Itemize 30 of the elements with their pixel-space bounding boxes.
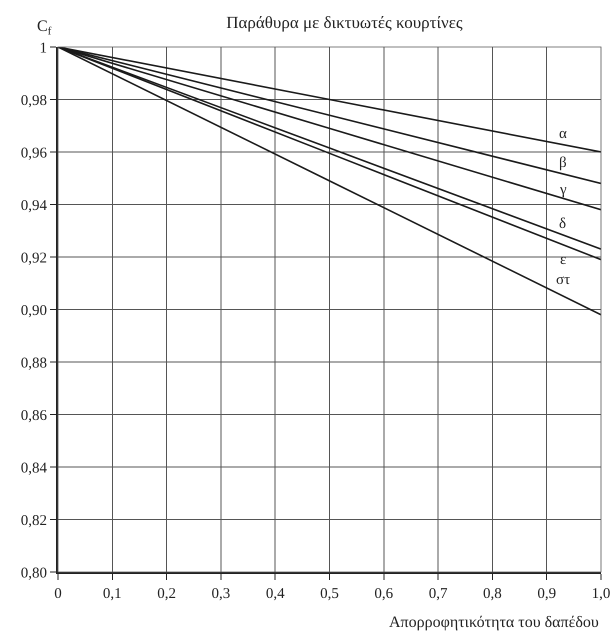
series-label: δ	[559, 216, 566, 232]
x-tick-label: 0,4	[266, 586, 286, 602]
y-tick-label: 0,92	[20, 250, 47, 266]
series-label: στ	[556, 272, 570, 288]
x-tick-label: 0,7	[428, 586, 448, 602]
y-tick-label: 0,96	[20, 145, 48, 162]
x-tick-label: 0,1	[102, 586, 122, 602]
y-tick-label: 0,88	[20, 355, 47, 372]
series-label: α	[559, 126, 567, 142]
x-tick-label: 0,9	[537, 586, 556, 602]
x-tick-label: 1,0	[592, 586, 610, 602]
y-axis-title: C$_{f}$	[37, 18, 52, 38]
x-tick-label: 0,2	[157, 586, 176, 602]
y-tick-label: 0,90	[20, 302, 47, 319]
y-tick-label: 0,84	[20, 460, 48, 476]
y-tick-label: 0,86	[20, 408, 48, 424]
y-tick-label: 0,98	[20, 92, 47, 109]
x-tick-label: 0	[54, 586, 62, 602]
series-label: β	[559, 155, 567, 171]
x-tick-label: 0,8	[483, 586, 502, 602]
y-tick-label: 0,80	[20, 565, 47, 582]
y-tick-label: 0,82	[20, 512, 47, 529]
x-axis-title: Απορροφητικότητα του δαπέδου	[389, 614, 599, 631]
x-tick-label: 0,6	[374, 586, 394, 602]
series-label: γ	[559, 182, 567, 198]
y-tick-label: 0,94	[20, 198, 48, 214]
y-tick-label: 1	[40, 40, 47, 56]
chart-title: Παράθυρα με δικτυωτές κουρτίνες	[226, 13, 463, 32]
x-tick-label: 0,5	[320, 586, 339, 602]
x-tick-label: 0,3	[212, 586, 230, 602]
